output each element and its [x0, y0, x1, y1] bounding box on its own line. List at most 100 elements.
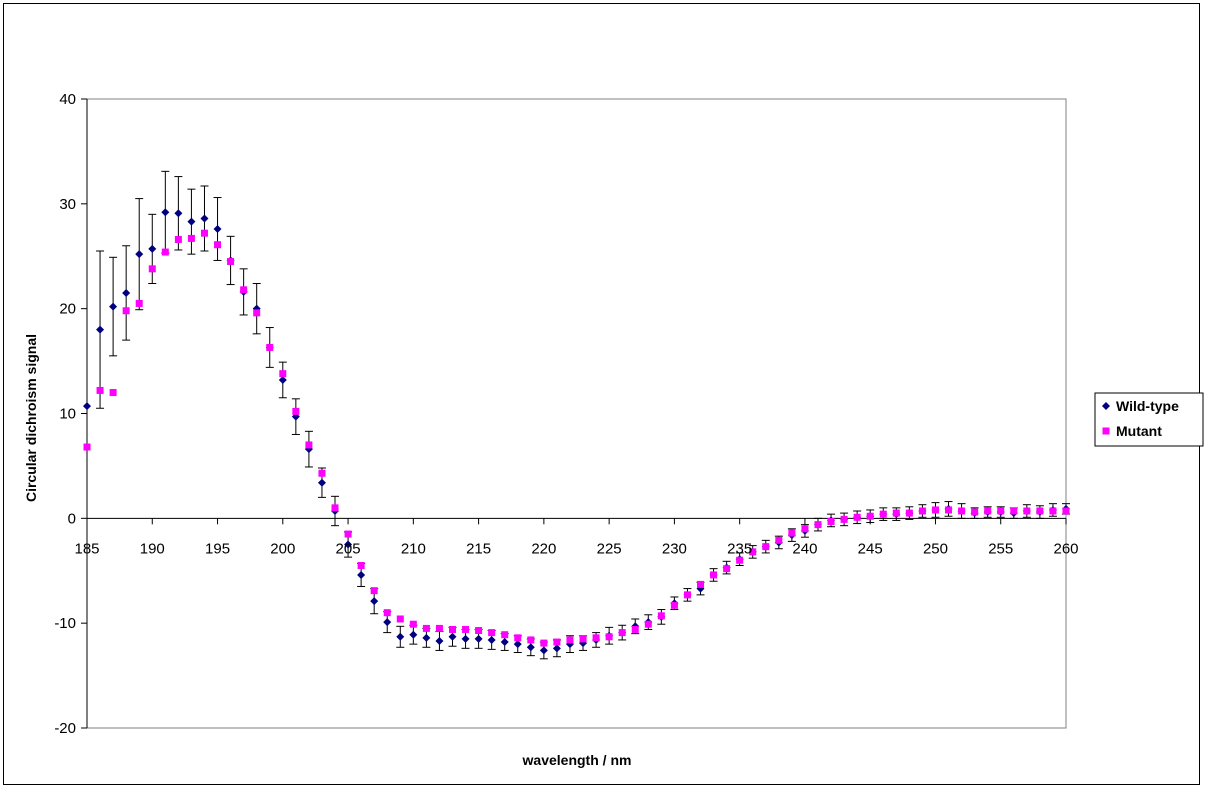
mutant-point	[840, 515, 848, 523]
x-tick-label: 185	[74, 540, 99, 557]
mutant-point	[135, 299, 143, 307]
x-tick-label: 245	[858, 540, 883, 557]
mutant-point	[618, 629, 626, 637]
legend-wild-type-label: Wild-type	[1116, 398, 1179, 414]
mutant-point	[579, 635, 587, 643]
mutant-point	[214, 241, 222, 249]
wild-type-point	[552, 644, 561, 653]
wild-type-point	[448, 632, 457, 641]
mutant-point	[566, 636, 574, 644]
mutant-point	[762, 543, 770, 551]
wild-type-point	[96, 325, 105, 334]
wild-type-point	[344, 540, 353, 549]
mutant-point	[892, 509, 900, 517]
x-tick-label: 260	[1053, 540, 1078, 557]
tick-labels: 40 30 20 10 0 -10 -20 185 190 195 200 205 210 215 220 2…	[54, 91, 1078, 737]
mutant-point	[931, 506, 939, 514]
wild-type-point	[317, 478, 326, 487]
mutant-point	[670, 601, 678, 609]
mutant-point	[174, 235, 182, 243]
mutant-point	[879, 510, 887, 518]
mutant-point	[697, 580, 705, 588]
mutant-point	[1023, 507, 1031, 515]
legend: Wild-type Mutant	[1094, 392, 1204, 447]
mutant-point	[318, 469, 326, 477]
legend-wild-type-marker	[1102, 402, 1110, 410]
wild-type-point	[435, 636, 444, 645]
mutant-point	[200, 229, 208, 237]
mutant-point	[83, 443, 91, 451]
wild-type-point	[513, 640, 522, 649]
mutant-point	[801, 525, 809, 533]
x-tick-label: 230	[662, 540, 687, 557]
mutant-point	[827, 517, 835, 525]
mutant-point	[866, 512, 874, 520]
mutant-point	[683, 591, 691, 599]
x-tick-label: 200	[270, 540, 295, 557]
mutant-point	[723, 565, 731, 573]
mutant-point	[540, 639, 548, 647]
wild-type-point	[83, 402, 91, 411]
mutant-point	[96, 386, 104, 394]
wild-type-point	[539, 646, 548, 655]
x-axis-title: wavelength / nm	[522, 752, 632, 768]
mutant-point	[631, 625, 639, 633]
mutant-point	[344, 530, 352, 538]
x-tick-label: 220	[531, 540, 556, 557]
wild-type-point	[161, 208, 170, 217]
x-tick-label: 210	[401, 540, 426, 557]
x-tick-label: 195	[205, 540, 230, 557]
y-tick-label: -20	[54, 720, 76, 737]
mutant-point	[984, 507, 992, 515]
mutant-point	[736, 556, 744, 564]
wild-type-point	[278, 375, 287, 384]
mutant-point	[396, 615, 404, 623]
mutant-point	[383, 609, 391, 617]
y-tick-label: 30	[59, 196, 76, 213]
mutant-point	[462, 625, 470, 633]
mutant-point	[253, 309, 261, 317]
mutant-point	[1036, 507, 1044, 515]
mutant-point	[292, 407, 300, 415]
mutant-point	[997, 507, 1005, 515]
mutant-point	[422, 624, 430, 632]
mutant-point	[592, 634, 600, 642]
y-tick-label: 0	[68, 510, 76, 527]
mutant-point	[187, 234, 195, 242]
x-tick-label: 255	[988, 540, 1013, 557]
mutant-point	[514, 634, 522, 642]
mutant-point	[148, 265, 156, 273]
mutant-point	[657, 612, 665, 620]
mutant-point	[370, 587, 378, 595]
mutant-point	[161, 248, 169, 256]
wild-type-point	[200, 214, 209, 223]
plot-area	[86, 98, 1067, 729]
mutant-point	[227, 257, 235, 265]
mutant-point	[266, 343, 274, 351]
mutant-point	[918, 507, 926, 515]
mutant-series	[83, 229, 1070, 647]
wild-type-point	[135, 250, 144, 259]
wild-type-point	[383, 618, 392, 627]
mutant-point	[1062, 507, 1070, 515]
wild-type-point	[500, 638, 509, 647]
mutant-point	[945, 506, 953, 514]
legend-box	[1094, 392, 1204, 447]
wild-type-point	[461, 634, 470, 643]
mutant-point	[331, 504, 339, 512]
y-tick-label: 20	[59, 301, 76, 318]
mutant-point	[958, 507, 966, 515]
wild-type-point	[187, 217, 196, 226]
mutant-point	[553, 638, 561, 646]
x-tick-label: 225	[597, 540, 622, 557]
mutant-point	[109, 389, 117, 397]
mutant-point	[448, 625, 456, 633]
y-tick-label: 40	[59, 91, 76, 108]
mutant-point	[814, 521, 822, 529]
x-tick-label: 205	[336, 540, 361, 557]
mutant-point	[775, 536, 783, 544]
mutant-point	[749, 548, 757, 556]
mutant-point	[605, 633, 613, 641]
mutant-point	[122, 307, 130, 315]
